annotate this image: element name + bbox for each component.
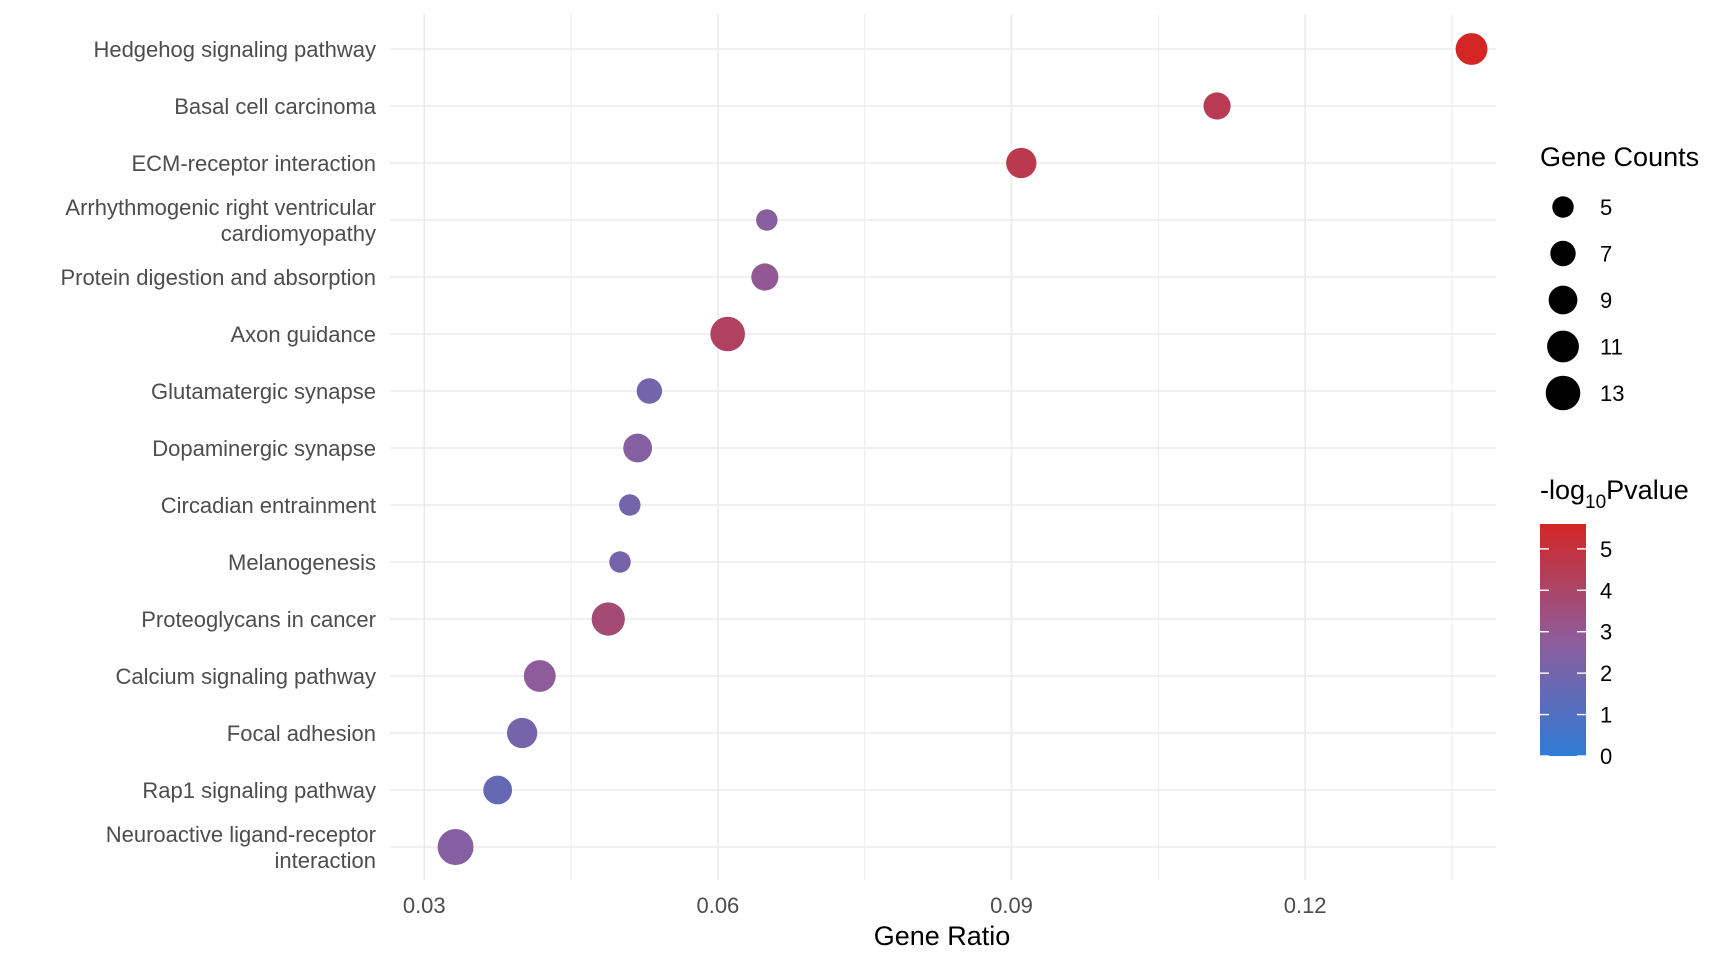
y-tick-label: ECM-receptor interaction <box>131 151 376 176</box>
color-legend-title: -log10Pvalue <box>1540 475 1689 513</box>
data-point <box>756 209 778 231</box>
data-point <box>619 494 641 516</box>
data-point <box>636 378 663 404</box>
color-legend-label: 5 <box>1600 537 1612 562</box>
color-legend-label: 4 <box>1600 578 1612 603</box>
color-legend-title-prefix: -log <box>1540 475 1585 505</box>
color-legend-title-subscript: 10 <box>1585 492 1606 513</box>
y-tick-label: Arrhythmogenic right ventricular cardiomy… <box>65 195 376 246</box>
size-legend-label: 5 <box>1600 195 1612 220</box>
y-tick-label: Rap1 signaling pathway <box>142 778 376 803</box>
color-bar <box>1540 524 1586 756</box>
y-tick-label: Proteoglycans in cancer <box>141 607 376 632</box>
x-tick-label: 0.09 <box>990 893 1033 918</box>
size-legend-key <box>1548 285 1578 315</box>
x-tick-label: 0.06 <box>696 893 739 918</box>
data-point <box>1455 33 1488 65</box>
size-legend-items: 5 7 9 11 13 <box>1545 195 1624 411</box>
color-legend-label: 2 <box>1600 661 1612 686</box>
data-point <box>609 551 631 573</box>
data-point <box>623 433 653 463</box>
size-legend-key <box>1552 196 1574 218</box>
size-legend-label: 11 <box>1600 335 1623 360</box>
y-tick-label: Hedgehog signaling pathway <box>93 37 376 62</box>
y-tick-label: Dopaminergic synapse <box>152 436 376 461</box>
size-legend-key <box>1550 240 1576 267</box>
data-point <box>591 602 625 636</box>
color-legend-title-suffix: Pvalue <box>1606 475 1689 505</box>
data-point <box>710 316 745 352</box>
color-legend-label: 3 <box>1600 620 1612 645</box>
data-point <box>523 660 556 692</box>
size-legend: Gene Counts 5 7 9 11 13 <box>1540 142 1699 411</box>
x-tick-label: 0.03 <box>403 893 446 918</box>
y-tick-label: Melanogenesis <box>228 550 376 575</box>
data-point <box>751 263 779 291</box>
data-point <box>1203 92 1231 120</box>
x-axis-tick-labels: 0.03 0.06 0.09 0.12 <box>403 893 1327 918</box>
size-legend-label: 13 <box>1600 381 1624 406</box>
y-tick-label: Calcium signaling pathway <box>116 664 376 689</box>
x-tick-label: 0.12 <box>1284 893 1327 918</box>
size-legend-label: 9 <box>1600 288 1612 313</box>
color-legend-label: 0 <box>1600 744 1612 769</box>
y-tick-label: Focal adhesion <box>227 721 376 746</box>
color-legend-label: 1 <box>1600 703 1612 728</box>
size-legend-key <box>1545 375 1581 411</box>
data-point <box>483 775 513 805</box>
size-legend-title: Gene Counts <box>1540 142 1699 172</box>
data-point <box>437 829 474 865</box>
y-axis-tick-labels: Hedgehog signaling pathway Basal cell car… <box>60 37 376 873</box>
y-tick-label: Basal cell carcinoma <box>174 94 377 119</box>
size-legend-label: 7 <box>1600 242 1612 267</box>
data-points <box>437 33 1488 865</box>
x-axis-title: Gene Ratio <box>874 921 1011 951</box>
data-point <box>1006 147 1037 179</box>
y-tick-label: Protein digestion and absorption <box>60 265 376 290</box>
y-tick-label: Neuroactive ligand-receptor interaction <box>106 822 376 873</box>
y-tick-label: Axon guidance <box>230 322 376 347</box>
y-tick-label: Glutamatergic synapse <box>151 379 376 404</box>
size-legend-key <box>1547 330 1579 363</box>
color-legend-ticks: 5 4 3 2 1 0 <box>1540 537 1612 769</box>
grid-layer <box>390 14 1496 880</box>
y-tick-label: Circadian entrainment <box>161 493 376 518</box>
data-point <box>506 717 538 749</box>
